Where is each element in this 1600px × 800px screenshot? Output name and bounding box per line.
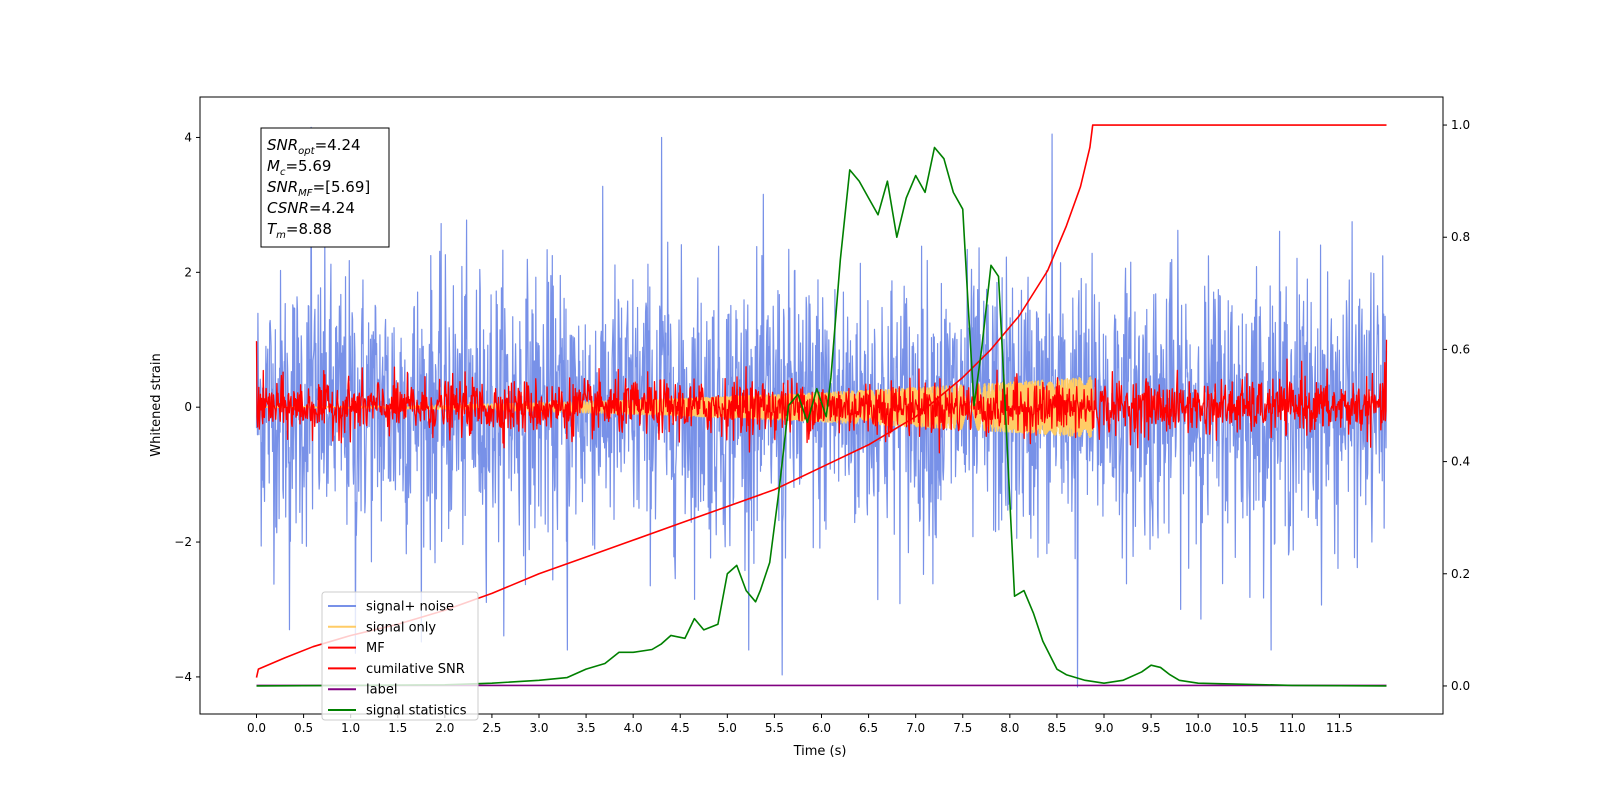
x-tick-label: 10.5 <box>1232 721 1259 735</box>
x-tick-label: 5.0 <box>718 721 737 735</box>
x-tick-label: 6.0 <box>812 721 831 735</box>
y-tick-label: 0 <box>184 400 192 414</box>
x-axis-ticks: 0.0 0.5 1.0 1.5 2.0 2.5 3.0 3.5 4.0 4.5 5.0 5.5 6.0 6… <box>247 714 1353 735</box>
legend-label-signal-noise: signal+ noise <box>366 600 454 615</box>
x-tick-label: 8.0 <box>1000 721 1019 735</box>
legend-label-signal-only: signal only <box>366 620 436 635</box>
x-tick-label: 0.0 <box>247 721 266 735</box>
x-tick-label: 2.0 <box>435 721 454 735</box>
x-tick-label: 10.0 <box>1185 721 1212 735</box>
x-tick-label: 5.5 <box>765 721 784 735</box>
y-axis-ticks: −4 −2 0 2 4 <box>174 130 200 684</box>
y-tick-label: −4 <box>174 670 192 684</box>
x-tick-label: 7.5 <box>953 721 972 735</box>
series-line-signal-statistics <box>256 146 1387 687</box>
x-tick-label: 7.0 <box>906 721 925 735</box>
x-tick-label: 9.5 <box>1142 721 1161 735</box>
y2-tick-label: 0.8 <box>1451 230 1470 244</box>
legend-label-cumilative-snr: cumilative SNR <box>366 662 465 677</box>
annotation-line: Tm=8.88 <box>267 220 332 241</box>
annotation-line: SNRMF=[5.69] <box>267 178 370 199</box>
legend: signal+ noise signal only MF cumilative SNR… <box>321 591 479 721</box>
x-tick-label: 2.5 <box>482 721 501 735</box>
legend-label-label: label <box>366 683 397 698</box>
annotation-line: CSNR=4.24 <box>267 199 355 217</box>
x-tick-label: 8.5 <box>1047 721 1066 735</box>
x-tick-label: 9.0 <box>1094 721 1113 735</box>
y2-tick-label: 0.4 <box>1451 455 1470 469</box>
y2-tick-label: 0.6 <box>1451 342 1470 356</box>
x-axis-label: Time (s) <box>793 744 847 759</box>
annotation-line: Mc=5.69 <box>267 157 331 178</box>
y-axis-label: Whitened strain <box>149 353 164 456</box>
y2-tick-label: 0.0 <box>1451 679 1470 693</box>
x-tick-label: 6.5 <box>859 721 878 735</box>
legend-label-mf: MF <box>366 641 385 656</box>
x-tick-label: 1.0 <box>341 721 360 735</box>
x-tick-label: 4.0 <box>624 721 643 735</box>
x-tick-label: 11.5 <box>1326 721 1353 735</box>
x-tick-label: 1.5 <box>388 721 407 735</box>
y-tick-label: 2 <box>184 265 192 279</box>
x-tick-label: 0.5 <box>294 721 313 735</box>
y2-tick-label: 0.2 <box>1451 567 1470 581</box>
annotation-line: SNRopt=4.24 <box>267 136 361 157</box>
legend-label-signal-statistics: signal statistics <box>366 704 467 719</box>
x-tick-label: 4.5 <box>671 721 690 735</box>
x-tick-label: 11.0 <box>1279 721 1306 735</box>
x-tick-label: 3.0 <box>529 721 548 735</box>
series-line-mf <box>255 339 1388 454</box>
y-tick-label: 4 <box>184 130 192 144</box>
y-tick-label: −2 <box>174 535 192 549</box>
y2-tick-label: 1.0 <box>1451 118 1470 132</box>
y2-axis-ticks: 0.0 0.2 0.4 0.6 0.8 1.0 <box>1443 118 1470 693</box>
x-tick-label: 3.5 <box>577 721 596 735</box>
